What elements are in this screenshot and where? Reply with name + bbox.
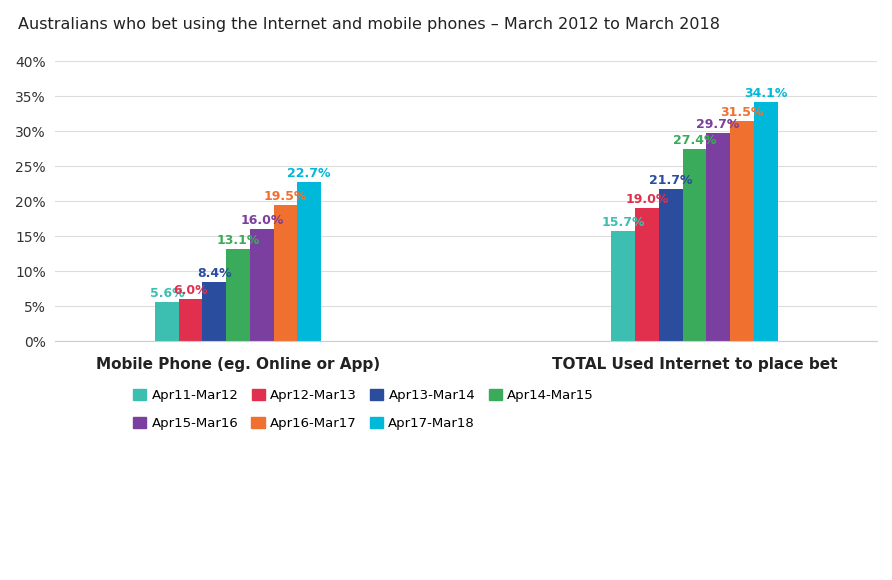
Text: 31.5%: 31.5% (720, 106, 764, 118)
Text: 6.0%: 6.0% (173, 284, 208, 297)
Bar (250, 229, 274, 341)
Bar (155, 302, 178, 341)
Bar (730, 121, 754, 341)
Bar (611, 231, 635, 341)
Bar (635, 208, 659, 341)
Bar (682, 149, 706, 341)
Text: 16.0%: 16.0% (240, 214, 284, 227)
Text: Australians who bet using the Internet and mobile phones – March 2012 to March 2: Australians who bet using the Internet a… (18, 17, 720, 32)
Text: 15.7%: 15.7% (601, 216, 645, 229)
Text: 21.7%: 21.7% (649, 174, 692, 187)
Bar (227, 249, 250, 341)
Text: 8.4%: 8.4% (197, 267, 232, 280)
Text: 13.1%: 13.1% (217, 234, 260, 248)
Bar (659, 189, 682, 341)
Text: 19.5%: 19.5% (264, 190, 307, 202)
Text: 5.6%: 5.6% (150, 287, 184, 300)
Text: 29.7%: 29.7% (697, 118, 739, 131)
Bar (706, 133, 730, 341)
Text: 34.1%: 34.1% (744, 88, 788, 100)
Bar (178, 299, 202, 341)
Text: 22.7%: 22.7% (287, 167, 331, 180)
Bar (754, 103, 778, 341)
Bar (297, 182, 321, 341)
Bar (202, 282, 227, 341)
Bar (274, 205, 297, 341)
Legend: Apr15-Mar16, Apr16-Mar17, Apr17-Mar18: Apr15-Mar16, Apr16-Mar17, Apr17-Mar18 (128, 412, 481, 436)
Text: 19.0%: 19.0% (625, 193, 669, 206)
Text: 27.4%: 27.4% (673, 134, 716, 147)
